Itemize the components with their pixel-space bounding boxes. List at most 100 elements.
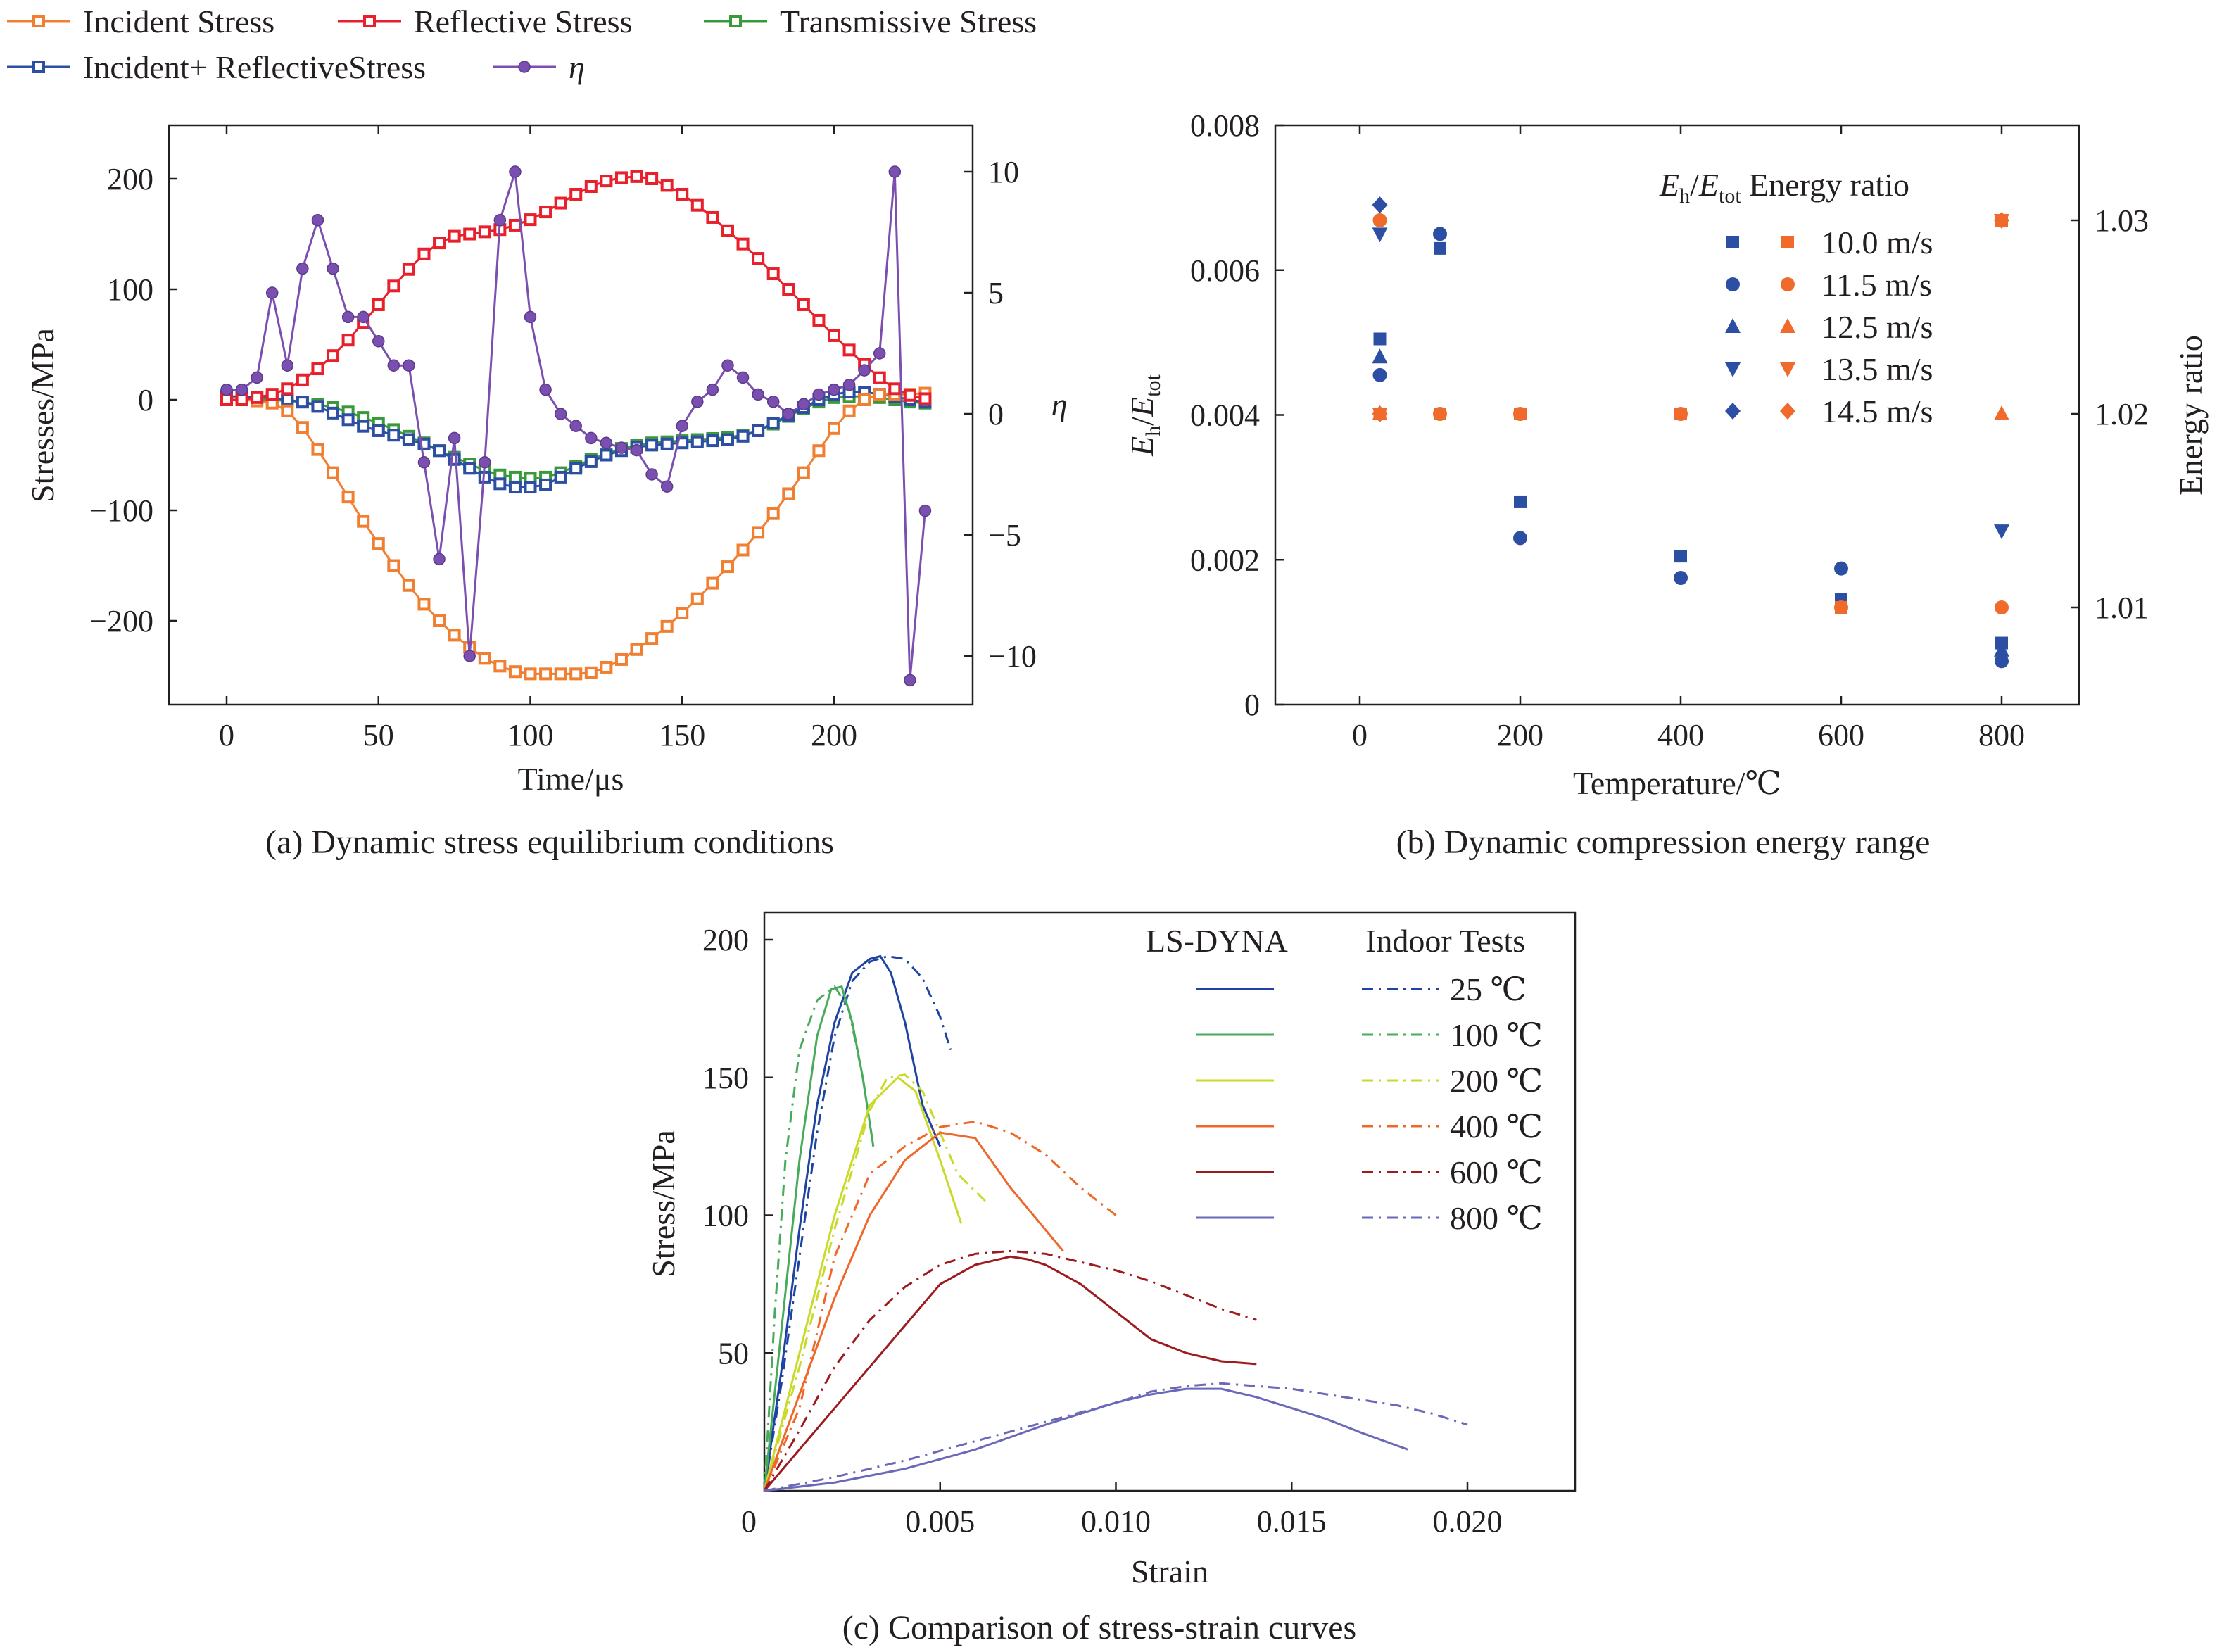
panel-c-ytick-label: 100 [702, 1199, 749, 1233]
panel-a-point [797, 466, 810, 479]
panel-b-ytick-label: 0.004 [1190, 398, 1260, 433]
panel-a-legend-marker [518, 61, 531, 73]
panel-a-point [600, 175, 613, 188]
panel-a-point [508, 470, 522, 484]
panel-a-y2tick-label: −5 [988, 518, 1021, 553]
panel-c-curve-4 [763, 1076, 963, 1492]
panel-a-point [341, 413, 355, 427]
panel-c-legend-header-test: Indoor Tests [1365, 923, 1525, 959]
panel-a-point [676, 607, 689, 620]
panel-a-point [524, 213, 537, 227]
panel-a-ytick-label: −200 [89, 604, 153, 638]
panel-a-point [433, 614, 446, 627]
panel-a-series-0 [220, 386, 932, 681]
panel-a-point [493, 477, 507, 491]
panel-b-xtick-label: 0 [1352, 718, 1368, 752]
panel-a-xtick-label: 150 [659, 718, 705, 752]
panel-b-y2tick-label: 1.02 [2095, 397, 2149, 431]
panel-b-legend-item: 14.5 m/s [1725, 393, 1933, 429]
panel-a-point [463, 227, 476, 241]
panel-a-point [752, 526, 765, 539]
panel-a-point [235, 383, 248, 396]
panel-c-legend-item: 200 ℃ [1196, 1063, 1543, 1099]
panel-a-ticks: 0 50 100 150 200 −200 −100 0 100 200 −10 −5 0 5 10 [89, 125, 1037, 752]
panel-b-y2tick-label: 1.01 [2095, 591, 2149, 625]
panel-a-point [645, 632, 659, 645]
panel-c: 0 0.005 0.010 0.015 0.020 50 100 150 200 LS-DYNA… [645, 911, 1577, 1646]
panel-a-point [584, 455, 598, 468]
panel-c-legend-label: 25 ℃ [1450, 971, 1527, 1007]
panel-a-point [645, 439, 659, 452]
panel-b-legend-marker-ratio [1781, 236, 1794, 248]
panel-b-ticks: 0 200 400 600 800 0 0.002 0.004 0.006 0.008 1.01 1.… [1190, 108, 2149, 752]
panel-a-point [569, 667, 583, 681]
panel-a-point [372, 335, 385, 348]
panel-a-point [676, 420, 688, 432]
panel-b-point-ratio [1994, 405, 2009, 420]
panel-c-xtick-label: 0.010 [1081, 1504, 1151, 1539]
panel-a-point [797, 298, 810, 311]
panel-a-point [251, 391, 264, 404]
panel-a-point [660, 179, 674, 192]
panel-a-series [220, 165, 932, 687]
panel-a-point [554, 408, 567, 420]
panel-c-legend-item: 600 ℃ [1196, 1154, 1543, 1190]
panel-b-point-eh [1994, 524, 2009, 540]
panel-a-frame [168, 124, 974, 706]
panel-c-ytick-label: 50 [718, 1336, 749, 1370]
panel-a-y2label: η [1051, 386, 1068, 422]
panel-c-ylabel: Stress/MPa [645, 1130, 681, 1278]
panel-a-point [736, 429, 750, 443]
panel-b-xtick-label: 200 [1497, 718, 1543, 752]
panel-b-legend-label: 10.0 m/s [1821, 225, 1933, 260]
panel-a-point [478, 652, 491, 665]
panel-a-point [417, 247, 431, 260]
panel-a-point [569, 420, 582, 432]
panel-a-y2tick-label: 10 [988, 155, 1019, 189]
panel-a-line [227, 392, 926, 675]
panel-a-point [311, 214, 324, 227]
panel-a-point [509, 165, 522, 178]
panel-a-point [600, 448, 613, 462]
panel-b-point-ratio [1372, 405, 1388, 422]
panel-c-legend-label: 600 ℃ [1450, 1154, 1543, 1190]
panel-c-xtick-label: 0 [741, 1504, 757, 1539]
panel-a-point [766, 396, 780, 408]
panel-a-point [281, 404, 294, 417]
panel-a-point [357, 515, 370, 528]
panel-a-point [736, 371, 750, 384]
panel-a-point [220, 393, 233, 406]
panel-c-legend-header-sim: LS-DYNA [1146, 923, 1288, 959]
panel-a-point [402, 263, 415, 276]
panel-a-point [873, 347, 886, 360]
panel-a-point [311, 400, 324, 413]
panel-a-point [524, 310, 537, 324]
panel-a-point [569, 462, 583, 475]
panel-c-legend: LS-DYNA Indoor Tests 25 ℃ 100 ℃ 200 ℃ 400 ℃ 60… [1146, 923, 1543, 1236]
panel-a-point [690, 435, 704, 448]
panel-a-point [493, 660, 507, 673]
panel-c-curve-5 [763, 1073, 987, 1492]
panel-b-point-ratio [1433, 407, 1447, 421]
panel-a-xtick-label: 200 [811, 718, 857, 752]
panel-a-point [660, 437, 674, 450]
panel-a-point [433, 444, 446, 458]
panel-a-point [812, 444, 826, 458]
panel-b-legend-marker-eh [1726, 236, 1739, 248]
panel-a-point [341, 334, 355, 347]
panel-c-ticks: 0 0.005 0.010 0.015 0.020 50 100 150 200 [702, 923, 1503, 1539]
panel-a-point [918, 392, 932, 405]
panel-a-point [265, 388, 279, 401]
panel-a-point [752, 252, 765, 265]
panel-a-point [311, 362, 324, 376]
panel-b-legend-item: 11.5 m/s [1726, 267, 1932, 303]
panel-a-point [858, 364, 871, 377]
panel-b-point-eh [1995, 654, 2009, 669]
panel-c-legend-label: 100 ℃ [1450, 1017, 1543, 1053]
panel-a-legend-label: Transmissive Stress [780, 4, 1037, 39]
panel-a-legend-label: Incident+ ReflectiveStress [83, 49, 426, 85]
panel-a-point [782, 283, 795, 296]
panel-a-point [828, 329, 840, 342]
panel-a-legend-marker [729, 15, 742, 27]
